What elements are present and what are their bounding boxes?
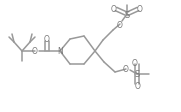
Text: N: N — [57, 47, 63, 56]
Text: O: O — [111, 5, 117, 14]
Text: O: O — [117, 20, 123, 29]
Text: O: O — [132, 59, 138, 68]
Text: O: O — [32, 47, 38, 56]
Text: O: O — [137, 5, 143, 14]
Text: O: O — [123, 65, 129, 74]
Text: S: S — [124, 10, 130, 19]
Text: O: O — [135, 82, 141, 91]
Text: O: O — [44, 35, 50, 44]
Text: S: S — [134, 70, 140, 79]
